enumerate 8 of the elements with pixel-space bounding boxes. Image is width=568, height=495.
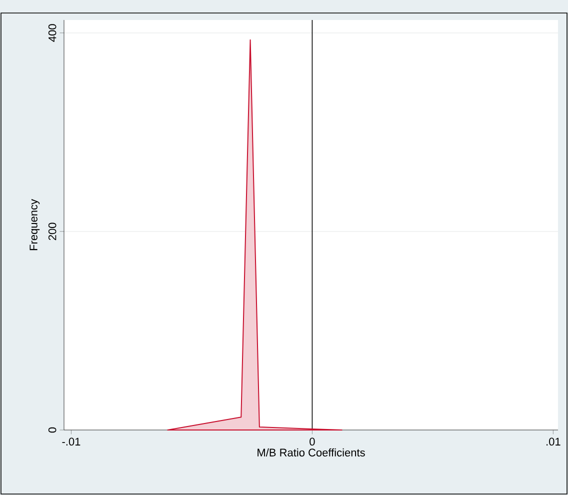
x-tick-label: .01 xyxy=(546,438,560,446)
y-tick-label: 200 xyxy=(48,222,56,240)
y-tick-label: 0 xyxy=(48,427,56,433)
y-tick-label: 400 xyxy=(48,24,56,42)
x-axis-title: M/B Ratio Coefficients xyxy=(258,448,365,456)
y-axis-title: Frequency xyxy=(30,199,40,250)
x-tick-label: -.01 xyxy=(62,438,80,446)
x-tick-label: 0 xyxy=(310,438,315,446)
